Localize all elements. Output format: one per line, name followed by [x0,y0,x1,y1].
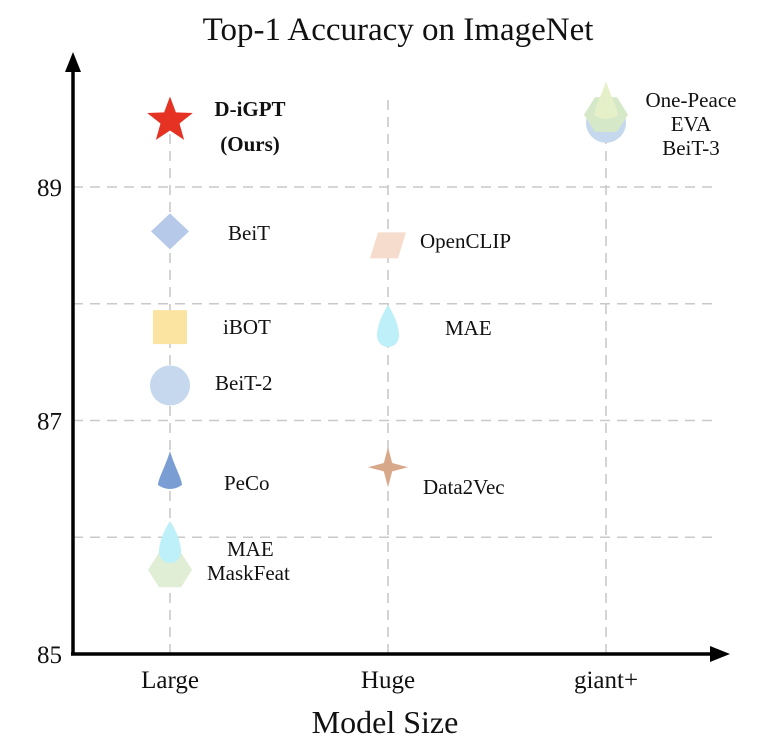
x-axis-title: Model Size [312,704,459,740]
parallelogram-marker [370,232,406,259]
point-ibot-large [153,310,187,345]
point-label-ibot: iBOT [223,315,271,339]
y-tick-label: 87 [37,409,62,436]
point-d-igpt-large [147,96,193,140]
cone-marker [158,451,182,490]
point-mae-large [159,521,181,564]
point-mae-huge [377,305,399,348]
chart-title: Top-1 Accuracy on ImageNet [203,12,594,48]
point-label-openclip: OpenCLIP [420,229,511,253]
point-peco-large [158,451,182,490]
x-tick-label: Large [141,667,199,694]
x-tick-label: Huge [361,667,415,694]
point-label-beit-2: BeiT-2 [215,371,273,395]
data-points [147,80,628,588]
point-label-eva: EVA [671,112,712,136]
circle-marker [150,365,190,406]
cone-marker [594,80,618,119]
tick-labels: 85 87 89 Large Huge giant+ [37,175,638,694]
point-label-maskfeat: MaskFeat [207,561,290,585]
diamond-marker [151,213,189,250]
point-label-data2vec: Data2Vec [423,475,505,499]
star-marker [147,96,193,140]
point-beit-large [151,213,189,250]
axes [65,52,730,662]
point-beit-2-large [150,365,190,406]
y-axis-arrow [65,52,81,72]
point-label-mae: MAE [227,537,274,561]
point-label-beit-3: BeiT-3 [662,136,720,160]
point-data2vec-huge [368,447,408,488]
point-label-mae: MAE [445,316,492,340]
y-tick-label: 89 [37,175,62,202]
star4-marker [368,447,408,488]
point-label-one-peace: One-Peace [646,88,737,112]
point-label-beit: BeiT [228,221,270,245]
y-tick-label: 85 [37,642,62,669]
point-one-peace-giant [594,80,618,119]
point-label-d-igpt-sub: (Ours) [220,132,280,156]
x-axis-arrow [710,646,730,662]
point-label-d-igpt: D-iGPT [214,97,285,121]
point-labels: D-iGPT(Ours)BeiTiBOTBeiT-2PeCoMAEMaskFea… [207,88,736,585]
point-maskfeat-large [148,552,192,588]
square-marker [153,310,187,345]
hexagon-marker [148,552,192,588]
x-tick-label: giant+ [574,667,638,694]
point-openclip-huge [370,232,406,259]
teardrop-marker [159,521,181,564]
teardrop-marker [377,305,399,348]
point-label-peco: PeCo [224,471,270,495]
